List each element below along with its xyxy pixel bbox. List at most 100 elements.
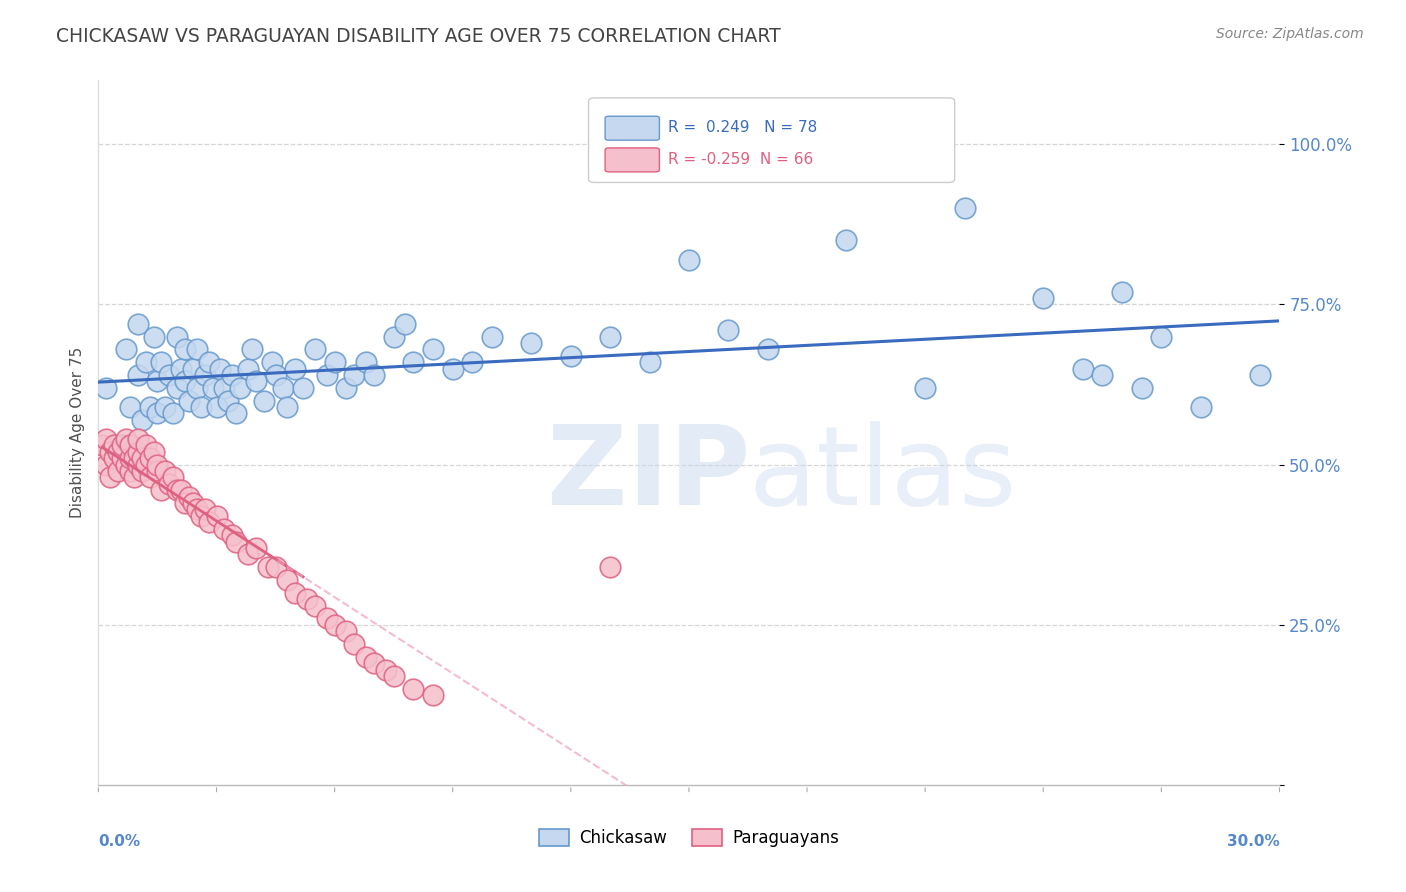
Point <box>177 490 200 504</box>
Point <box>181 496 204 510</box>
Point <box>914 381 936 395</box>
Point <box>127 317 149 331</box>
Point <box>354 355 377 369</box>
Point <box>295 592 318 607</box>
Point <box>155 400 177 414</box>
Point <box>138 451 160 466</box>
Point <box>315 611 337 625</box>
Text: 0.0%: 0.0% <box>98 834 141 849</box>
Point <box>284 586 307 600</box>
Point <box>374 663 396 677</box>
Point <box>1032 291 1054 305</box>
Point <box>135 355 157 369</box>
Point <box>520 335 543 350</box>
Point <box>98 470 121 484</box>
Point <box>323 355 346 369</box>
Point <box>127 458 149 472</box>
Point <box>441 361 464 376</box>
Point <box>402 681 425 696</box>
Point <box>118 438 141 452</box>
Point <box>96 381 118 395</box>
Point <box>197 516 219 530</box>
Point <box>131 451 153 466</box>
Point <box>335 381 357 395</box>
Point <box>107 445 129 459</box>
Point <box>166 381 188 395</box>
Point <box>1091 368 1114 382</box>
Point <box>205 508 228 523</box>
Point <box>155 464 177 478</box>
Point <box>217 393 239 408</box>
Point <box>186 502 208 516</box>
Point <box>394 317 416 331</box>
Point <box>194 368 217 382</box>
Point <box>256 560 278 574</box>
FancyBboxPatch shape <box>605 116 659 140</box>
Point <box>1249 368 1271 382</box>
Point <box>127 432 149 446</box>
Point <box>560 349 582 363</box>
Point <box>245 375 267 389</box>
Point <box>1189 400 1212 414</box>
Point <box>304 599 326 613</box>
Point <box>107 438 129 452</box>
Point <box>260 355 283 369</box>
Point <box>186 343 208 357</box>
Point <box>835 234 858 248</box>
Point <box>422 343 444 357</box>
Point <box>103 438 125 452</box>
Point <box>343 637 366 651</box>
Point <box>135 458 157 472</box>
Point <box>96 458 118 472</box>
Point <box>264 560 287 574</box>
Point <box>170 483 193 498</box>
Text: CHICKASAW VS PARAGUAYAN DISABILITY AGE OVER 75 CORRELATION CHART: CHICKASAW VS PARAGUAYAN DISABILITY AGE O… <box>56 27 780 45</box>
Point <box>382 329 405 343</box>
FancyBboxPatch shape <box>589 98 955 183</box>
Point <box>276 573 298 587</box>
Point <box>240 343 263 357</box>
Point <box>354 649 377 664</box>
Point <box>363 368 385 382</box>
Point <box>363 657 385 671</box>
Point <box>461 355 484 369</box>
Point <box>131 464 153 478</box>
Point <box>111 451 134 466</box>
Point <box>190 508 212 523</box>
Point <box>221 528 243 542</box>
Point <box>481 329 503 343</box>
Point <box>111 438 134 452</box>
Point <box>194 502 217 516</box>
Point <box>135 438 157 452</box>
Point <box>96 432 118 446</box>
Point <box>103 451 125 466</box>
Point <box>177 393 200 408</box>
Point <box>91 438 114 452</box>
Point <box>382 669 405 683</box>
Point <box>115 343 138 357</box>
Point <box>146 464 169 478</box>
Point <box>225 406 247 420</box>
Text: R = -0.259  N = 66: R = -0.259 N = 66 <box>668 152 813 167</box>
Point <box>225 534 247 549</box>
Point <box>190 400 212 414</box>
Point <box>1071 361 1094 376</box>
Point <box>174 496 197 510</box>
Point <box>953 202 976 216</box>
Point <box>229 381 252 395</box>
Point <box>323 617 346 632</box>
Point <box>166 329 188 343</box>
Text: R =  0.249   N = 78: R = 0.249 N = 78 <box>668 120 817 135</box>
Point <box>402 355 425 369</box>
Point <box>221 368 243 382</box>
Point <box>142 445 165 459</box>
Legend: Chickasaw, Paraguayans: Chickasaw, Paraguayans <box>533 822 845 855</box>
Point <box>107 464 129 478</box>
Point <box>678 252 700 267</box>
Point <box>170 361 193 376</box>
Point <box>599 329 621 343</box>
Point <box>150 483 173 498</box>
Point <box>166 483 188 498</box>
Point <box>174 343 197 357</box>
Point <box>118 451 141 466</box>
